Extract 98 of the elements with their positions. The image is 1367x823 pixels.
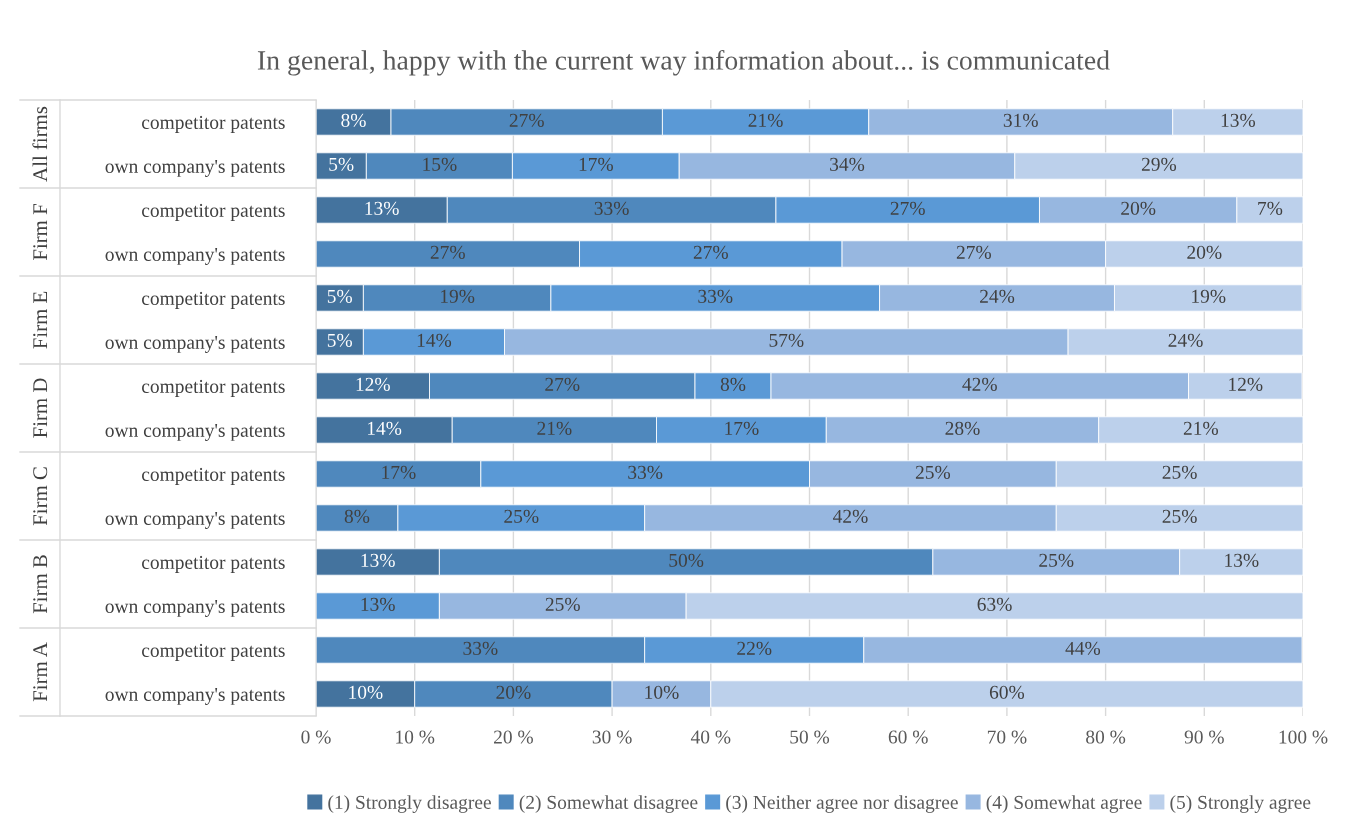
legend-label: (5) Strongly agree [1170, 795, 1311, 813]
data-label: 50% [669, 553, 704, 567]
data-label: 25% [1162, 465, 1197, 479]
data-label: 12% [356, 377, 390, 391]
x-tick-label: 30 % [592, 730, 632, 744]
data-label: 29% [1141, 157, 1177, 171]
x-tick-label: 20 % [494, 730, 533, 744]
x-tick-label: 90 % [1184, 730, 1224, 744]
text: Firm A [33, 642, 48, 702]
data-label: 27% [545, 377, 580, 391]
data-label: 14% [417, 333, 452, 347]
x-tick-label: 60 % [888, 730, 928, 744]
data-label: 13% [1221, 113, 1256, 127]
text: All firms [32, 106, 48, 182]
y-tick-label: competitor patents [142, 555, 285, 573]
data-label: 20% [1121, 201, 1156, 215]
data-label: 17% [725, 421, 759, 435]
chart-title: In general, happy with the current way information about... is communicated [257, 50, 1110, 76]
data-label: 34% [830, 157, 865, 171]
data-label: 20% [496, 685, 531, 699]
x-tick-label: 10 % [396, 730, 435, 744]
data-label: 25% [915, 465, 951, 479]
data-label: 19% [1192, 289, 1226, 303]
data-label: 33% [463, 641, 498, 655]
data-label: 21% [748, 113, 783, 127]
data-label: 27% [890, 201, 925, 215]
data-label: 13% [365, 201, 399, 215]
x-tick-label: 70 % [987, 730, 1027, 744]
data-label: 17% [579, 157, 613, 171]
data-label: 5% [327, 333, 352, 347]
data-label: 10% [645, 685, 679, 699]
y-tick-label: competitor patents [142, 643, 285, 661]
y-tick-label: competitor patents [142, 291, 285, 309]
y-tick-label: own company's patents [105, 159, 285, 177]
legend-label: (3) Neither agree nor disagree [726, 795, 958, 813]
data-label: 13% [361, 553, 395, 567]
y-tick-label: own company's patents [105, 687, 285, 705]
data-label: 33% [594, 201, 629, 215]
data-label: 27% [430, 245, 465, 259]
text: Firm D [33, 378, 48, 438]
data-label: 22% [737, 641, 772, 655]
text: Firm F [33, 204, 48, 261]
data-label: 10% [349, 685, 383, 699]
y-tick-label: own company's patents [105, 247, 285, 265]
x-tick-label: 50 % [790, 730, 830, 744]
legend-label: (1) Strongly disagree [328, 795, 491, 813]
x-tick-label: 80 % [1086, 730, 1126, 744]
y-tick-label: own company's patents [105, 511, 285, 529]
data-label: 24% [980, 289, 1015, 303]
data-label: 42% [833, 509, 868, 523]
data-label: 27% [693, 245, 728, 259]
data-label: 25% [1039, 553, 1074, 567]
y-tick-label: own company's patents [105, 335, 285, 353]
data-label: 8% [720, 377, 746, 391]
x-tick-label: 100 % [1279, 730, 1328, 744]
data-label: 57% [769, 333, 804, 347]
y-tick-label: competitor patents [142, 115, 285, 133]
text: Firm B [33, 555, 48, 614]
legend-label: (4) Somewhat agree [986, 795, 1142, 813]
data-label: 8% [344, 509, 370, 523]
data-label: 28% [945, 421, 980, 435]
data-label: 27% [509, 113, 544, 127]
data-label: 25% [545, 597, 580, 611]
data-label: 15% [423, 157, 457, 171]
x-tick-label: 40 % [690, 730, 731, 744]
data-label: 63% [977, 597, 1012, 611]
y-tick-label: competitor patents [142, 467, 285, 485]
data-label: 12% [1229, 377, 1263, 391]
y-tick-label: own company's patents [105, 423, 285, 441]
data-label: 20% [1187, 245, 1222, 259]
text: Firm E [33, 291, 48, 349]
data-label: 24% [1168, 333, 1203, 347]
data-label: 17% [382, 465, 416, 479]
data-label: 33% [628, 465, 663, 479]
data-label: 60% [989, 685, 1025, 699]
data-label: 14% [367, 421, 402, 435]
x-tick-label: 0 % [301, 730, 331, 744]
data-label: 21% [537, 421, 572, 435]
data-label: 25% [1162, 509, 1197, 523]
data-label: 5% [329, 157, 354, 171]
data-label: 44% [1065, 641, 1101, 655]
data-label: 5% [327, 289, 352, 303]
data-label: 27% [956, 245, 991, 259]
data-label: 25% [504, 509, 539, 523]
data-label: 8% [341, 113, 366, 127]
data-label: 33% [698, 289, 733, 303]
data-label: 13% [361, 597, 395, 611]
data-label: 13% [1225, 553, 1259, 567]
text: Firm C [33, 467, 48, 526]
y-tick-label: competitor patents [142, 203, 285, 221]
data-label: 31% [1003, 113, 1038, 127]
legend-label: (2) Somewhat disagree [519, 795, 698, 813]
data-label: 21% [1183, 421, 1218, 435]
data-label: 7% [1258, 201, 1283, 215]
y-tick-label: own company's patents [105, 599, 285, 617]
y-tick-label: competitor patents [142, 379, 285, 397]
data-label: 42% [962, 377, 997, 391]
data-label: 19% [441, 289, 475, 303]
